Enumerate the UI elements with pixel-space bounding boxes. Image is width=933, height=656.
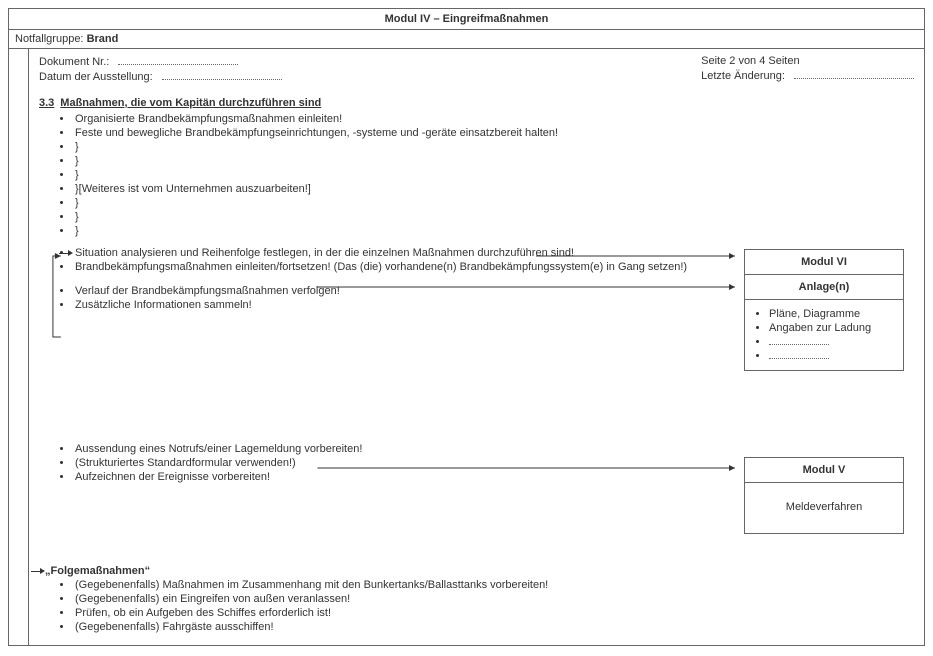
group-value: Brand	[87, 33, 119, 45]
list-item: (Gegebenenfalls) ein Eingreifen von auße…	[73, 593, 914, 605]
list-item: Pläne, Diagramme	[769, 308, 899, 320]
list-item: Zusätzliche Informationen sammeln!	[73, 299, 734, 311]
issue-date-field	[162, 70, 282, 80]
content-area: Dokument Nr.: Datum der Ausstellung: Sei…	[29, 49, 924, 645]
measures-list-a: Organisierte Brandbekämpfungsmaßnahmen e…	[73, 113, 914, 237]
list-item: Aussendung eines Notrufs/einer Lagemeldu…	[73, 443, 734, 455]
list-item: Aufzeichnen der Ereignisse vorbereiten!	[73, 471, 734, 483]
list-item: }	[73, 155, 914, 167]
list-item: }	[73, 211, 914, 223]
issue-date-label: Datum der Ausstellung:	[39, 71, 153, 83]
main-row: Dokument Nr.: Datum der Ausstellung: Sei…	[9, 49, 924, 645]
list-item: (Gegebenenfalls) Maßnahmen im Zusammenha…	[73, 579, 914, 591]
doc-number-field	[118, 55, 238, 65]
issue-date-row: Datum der Ausstellung:	[39, 70, 282, 83]
followup-heading: „Folgemaßnahmen“	[45, 565, 914, 577]
list-item: Organisierte Brandbekämpfungsmaßnahmen e…	[73, 113, 914, 125]
measures-list-c: Verlauf der Brandbekämpfungsmaßnahmen ve…	[73, 285, 734, 311]
document-header: Dokument Nr.: Datum der Ausstellung: Sei…	[39, 55, 914, 85]
module-vi-header: Modul VI	[745, 250, 903, 275]
list-item: }	[73, 169, 914, 181]
list-item: Feste und bewegliche Brandbekämpfungsein…	[73, 127, 914, 139]
measures-list-d: Aussendung eines Notrufs/einer Lagemeldu…	[73, 443, 734, 483]
left-margin-column	[9, 49, 29, 645]
list-item: }	[73, 225, 914, 237]
flow-region-2: Aussendung eines Notrufs/einer Lagemeldu…	[39, 441, 914, 551]
module-vi-subheader: Anlage(n)	[745, 275, 903, 300]
module-vi-body: Pläne, Diagramme Angaben zur Ladung	[745, 300, 903, 370]
module-vi-box: Modul VI Anlage(n) Pläne, Diagramme Anga…	[744, 249, 904, 371]
section-title: Maßnahmen, die vom Kapitän durchzuführen…	[60, 97, 321, 109]
list-item: Prüfen, ob ein Aufgeben des Schiffes erf…	[73, 607, 914, 619]
list-item: }	[73, 141, 914, 153]
page-indicator: Seite 2 von 4 Seiten	[701, 55, 914, 67]
list-item: Brandbekämpfungsmaßnahmen einleiten/fort…	[73, 261, 734, 273]
emergency-group-row: Notfallgruppe: Brand	[9, 30, 924, 49]
page-frame: Modul IV – Eingreifmaßnahmen Notfallgrup…	[8, 8, 925, 646]
list-item	[769, 350, 899, 362]
doc-number-row: Dokument Nr.:	[39, 55, 282, 68]
section-heading: 3.3 Maßnahmen, die vom Kapitän durchzufüh…	[39, 97, 914, 109]
measures-list-b: Situation analysieren und Reihenfolge fe…	[73, 247, 734, 273]
list-item: }[Weiteres ist vom Unternehmen auszuarbe…	[73, 183, 914, 195]
module-v-box: Modul V Meldeverfahren	[744, 457, 904, 534]
followup-list: (Gegebenenfalls) Maßnahmen im Zusammenha…	[73, 579, 914, 633]
module-title: Modul IV – Eingreifmaßnahmen	[9, 9, 924, 30]
list-item: Verlauf der Brandbekämpfungsmaßnahmen ve…	[73, 285, 734, 297]
list-item	[769, 336, 899, 348]
list-item: }	[73, 197, 914, 209]
list-item: Situation analysieren und Reihenfolge fe…	[73, 247, 734, 259]
list-item: (Gegebenenfalls) Fahrgäste ausschiffen!	[73, 621, 914, 633]
flow-region-1: Situation analysieren und Reihenfolge fe…	[39, 245, 914, 405]
module-v-header: Modul V	[745, 458, 903, 483]
group-label: Notfallgruppe:	[15, 33, 84, 45]
last-change-row: Letzte Änderung:	[701, 69, 914, 82]
doc-number-label: Dokument Nr.:	[39, 56, 109, 68]
list-item: Angaben zur Ladung	[769, 322, 899, 334]
section-number: 3.3	[39, 97, 54, 109]
list-item: (Strukturiertes Standardformular verwend…	[73, 457, 734, 469]
module-v-body: Meldeverfahren	[745, 483, 903, 533]
last-change-label: Letzte Änderung:	[701, 70, 785, 82]
last-change-field	[794, 69, 914, 79]
